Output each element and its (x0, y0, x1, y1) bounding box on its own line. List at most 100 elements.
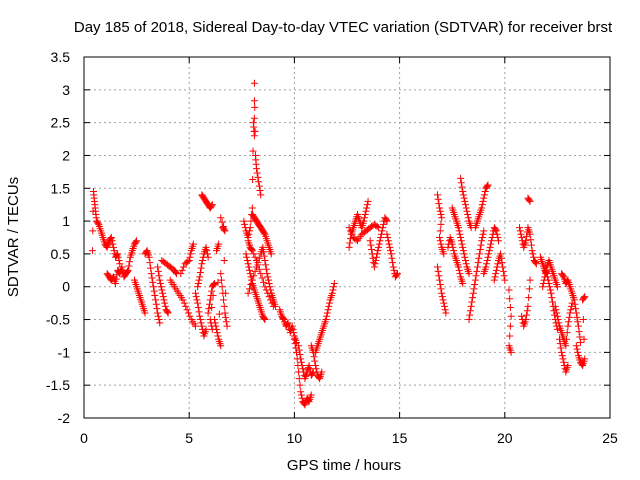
data-point (329, 286, 337, 294)
data-point (109, 243, 117, 251)
data-point (565, 318, 573, 326)
data-point (546, 283, 554, 291)
data-point (565, 313, 573, 321)
data-point (253, 169, 261, 177)
data-point (518, 312, 526, 320)
data-point (141, 309, 149, 317)
data-point (458, 240, 466, 248)
data-point (378, 227, 386, 235)
data-point (268, 299, 276, 307)
y-tick-label: 3.5 (51, 49, 71, 65)
data-point (248, 276, 256, 284)
data-point (367, 241, 375, 249)
data-point (494, 234, 502, 241)
data-point (465, 316, 473, 324)
data-point (152, 300, 160, 308)
data-point (118, 263, 126, 271)
y-axis-ticks: -2 -1.5 -1 -0.5 0 0.5 1 1.5 2 2.5 3 3.5 (46, 49, 610, 426)
data-point (330, 283, 338, 291)
data-point (527, 241, 535, 249)
data-point (296, 351, 304, 359)
data-point (210, 279, 218, 287)
data-point (248, 246, 256, 254)
data-point (202, 243, 210, 251)
data-point (208, 201, 216, 209)
data-point (572, 309, 580, 317)
data-point (214, 332, 222, 340)
data-point (375, 240, 383, 248)
data-point (573, 345, 581, 353)
data-point (471, 276, 479, 284)
data-point (206, 296, 214, 304)
data-point (437, 240, 445, 248)
data-point (480, 194, 488, 202)
data-point (324, 306, 332, 314)
data-point (149, 283, 157, 291)
data-point (458, 183, 466, 191)
data-point (199, 256, 207, 264)
data-point (551, 302, 559, 310)
data-point (377, 234, 385, 241)
data-point (248, 247, 256, 255)
data-point (361, 214, 369, 222)
x-tick-label: 10 (287, 430, 303, 446)
data-point (194, 283, 202, 291)
data-point (250, 272, 258, 280)
data-point (438, 214, 446, 222)
data-point (500, 272, 508, 280)
data-point (379, 220, 387, 228)
y-tick-label: 0.5 (51, 246, 71, 262)
data-point (517, 230, 525, 238)
data-point (436, 237, 444, 245)
data-point (484, 181, 492, 189)
data-point (265, 293, 273, 301)
data-point (558, 348, 566, 356)
data-point (470, 285, 478, 293)
data-point (525, 285, 533, 293)
data-point (460, 250, 468, 258)
data-point (383, 230, 391, 238)
y-tick-label: -2 (58, 410, 71, 426)
data-point (260, 252, 268, 260)
data-point (269, 302, 277, 310)
data-point (210, 281, 218, 289)
data-point (360, 217, 368, 225)
data-point (481, 188, 489, 196)
data-point (154, 309, 162, 317)
data-point (575, 328, 583, 336)
data-point (264, 276, 272, 284)
data-point (251, 103, 259, 111)
data-point (148, 274, 156, 282)
data-point (196, 316, 204, 324)
data-point (194, 304, 202, 312)
data-point (108, 237, 116, 245)
data-point (246, 227, 254, 235)
data-point (246, 266, 254, 274)
data-point (112, 279, 120, 287)
data-point (473, 267, 481, 275)
data-point (439, 296, 447, 304)
data-point (580, 294, 588, 302)
data-point (347, 227, 355, 235)
data-point (255, 178, 263, 186)
data-point (125, 262, 133, 270)
data-point (491, 273, 499, 281)
data-point (362, 207, 370, 215)
data-point (291, 340, 299, 348)
data-point (436, 276, 444, 284)
data-point (554, 316, 562, 324)
data-point (155, 272, 163, 280)
data-point (158, 286, 166, 294)
data-point (222, 318, 230, 326)
data-point (290, 335, 298, 343)
data-point (390, 266, 398, 274)
data-point (523, 307, 531, 315)
y-tick-label: 1 (62, 213, 70, 229)
data-point (486, 243, 494, 251)
plot-frame (83, 56, 611, 419)
data-point (255, 265, 263, 273)
data-point (196, 312, 204, 320)
data-point (249, 147, 257, 155)
data-point (492, 227, 500, 235)
data-point (123, 267, 131, 275)
